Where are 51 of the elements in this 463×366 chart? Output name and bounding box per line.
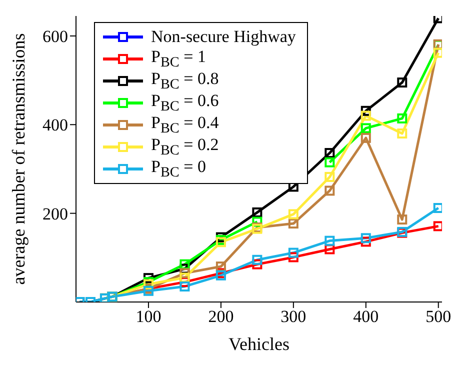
point — [143, 273, 154, 284]
x-tick-label: 100 — [136, 307, 162, 326]
point — [324, 148, 335, 158]
point — [180, 272, 190, 283]
x-tick-label: 200 — [208, 307, 234, 326]
point — [288, 209, 298, 220]
point — [360, 236, 371, 247]
point — [433, 202, 442, 213]
x-axis-title: Vehicles — [228, 334, 290, 354]
point — [324, 172, 335, 182]
point — [252, 259, 262, 270]
point — [433, 221, 442, 232]
y-axis-title: average number of retransmissions — [8, 33, 28, 285]
legend-label: P$_{BC}$ = 0.2 — [151, 134, 219, 158]
legend-label: P$_{BC}$ = 0 — [151, 156, 206, 182]
point — [180, 268, 190, 278]
x-tick-label: 300 — [280, 307, 306, 326]
point — [216, 262, 226, 272]
point — [216, 237, 226, 248]
point — [433, 48, 442, 58]
point — [324, 157, 335, 168]
point — [288, 252, 298, 262]
point — [360, 132, 371, 143]
point — [324, 186, 335, 196]
point — [360, 110, 371, 121]
point — [397, 113, 408, 124]
point — [288, 248, 298, 258]
legend-label: P$_{BC}$ = 0.6 — [151, 90, 219, 114]
point — [180, 281, 190, 292]
point — [397, 214, 408, 225]
legend-label: P$_{BC}$ = 1 — [151, 46, 206, 70]
point — [360, 106, 371, 116]
x-tick-label: 400 — [353, 307, 379, 326]
point — [288, 218, 298, 229]
point — [397, 78, 408, 88]
point — [252, 254, 262, 265]
point — [360, 123, 371, 134]
y-tick-label: 400 — [42, 116, 68, 135]
legend-label: P$_{BC}$ = 0.4 — [151, 112, 219, 136]
point — [360, 233, 371, 244]
y-tick-label: 600 — [42, 26, 68, 46]
point — [252, 207, 262, 218]
point — [180, 259, 190, 270]
point — [252, 216, 262, 227]
point — [397, 128, 408, 139]
point — [324, 244, 335, 254]
legend-label: Non-secure Highway — [151, 27, 296, 47]
legend-label: P$_{BC}$ = 0.8 — [151, 68, 219, 92]
y-tick-label: 200 — [42, 204, 68, 224]
x-tick-label: 500 — [426, 307, 452, 326]
point — [324, 236, 335, 246]
